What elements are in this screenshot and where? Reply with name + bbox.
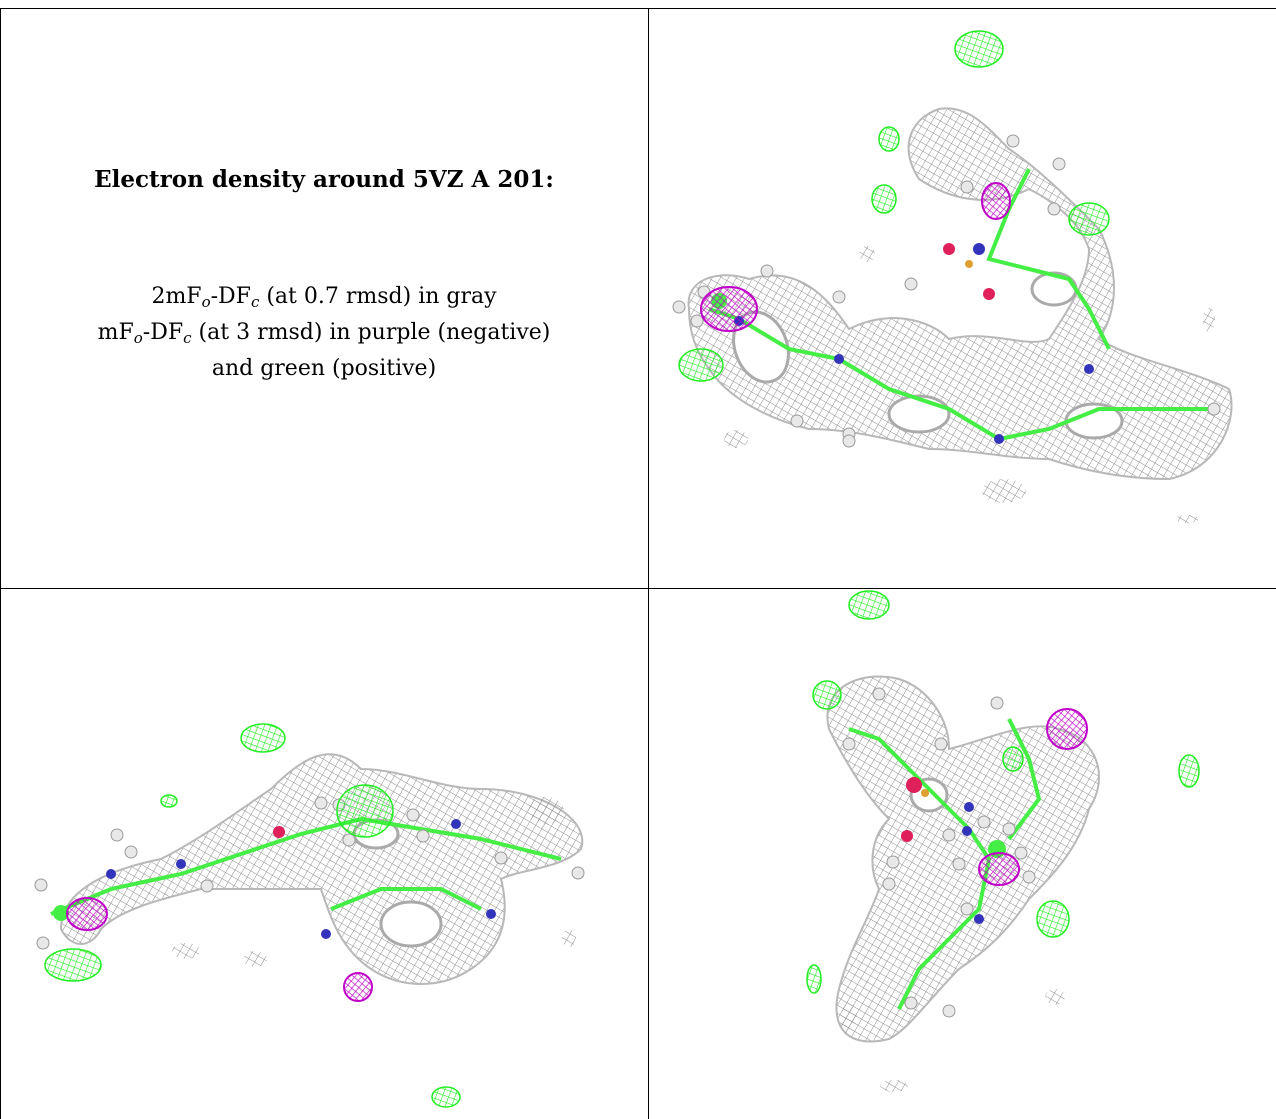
density-view-bottom-right: [649, 589, 1276, 1119]
caption-line-positive: and green (positive): [0, 356, 648, 381]
caption-title: Electron density around 5VZ A 201:: [0, 166, 648, 193]
molecule-density-view-icon: [1, 589, 648, 1119]
molecule-density-view-icon: [649, 9, 1276, 588]
caption-line-difference: mFo-DFc (at 3 rmsd) in purple (negative): [0, 320, 648, 347]
caption-cell: Electron density around 5VZ A 201: 2mFo-…: [0, 0, 648, 588]
density-view-top-right: [649, 9, 1276, 588]
caption-line-gray: 2mFo-DFc (at 0.7 rmsd) in gray: [0, 284, 648, 311]
density-view-bottom-left: [1, 589, 648, 1119]
molecule-density-view-icon: [649, 589, 1276, 1119]
